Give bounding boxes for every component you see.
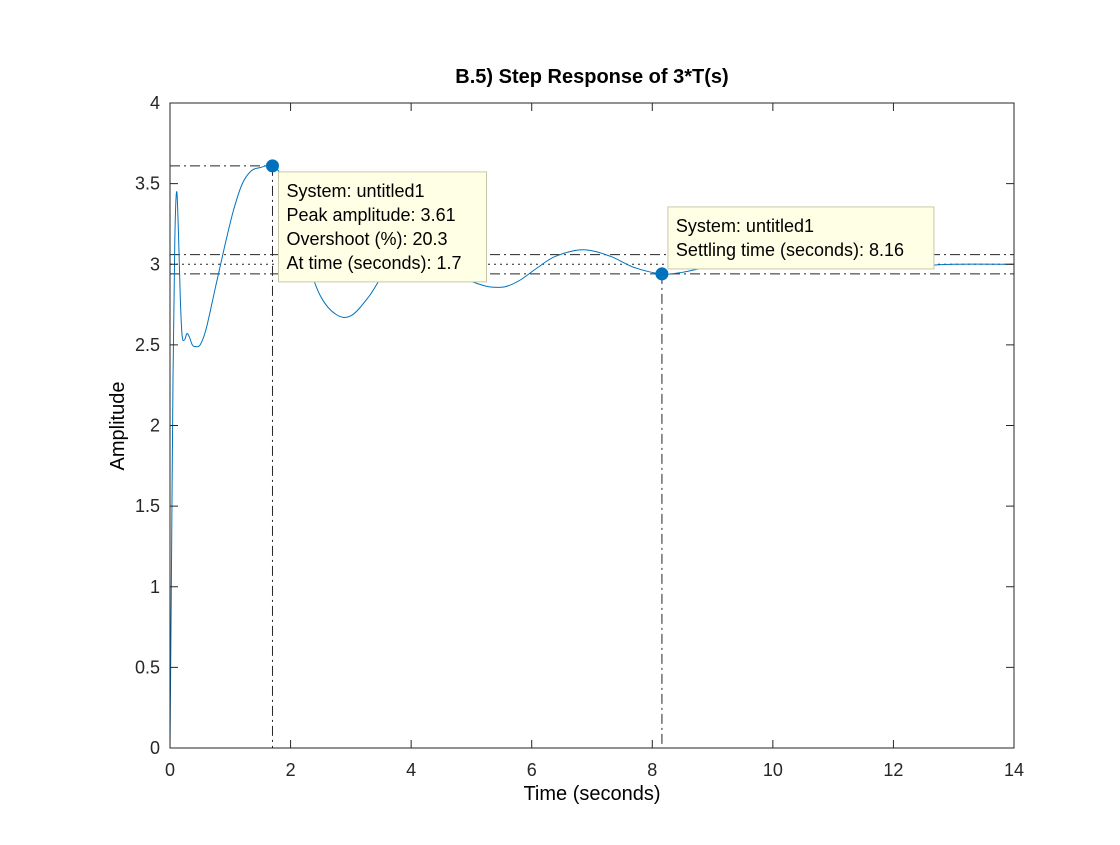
- y-axis-ticks: 0 0.5 1 1.5 2 2.5 3 3.5 4: [135, 93, 1014, 758]
- y-tick-label: 2.5: [135, 335, 160, 355]
- data-tip-text: At time (seconds): 1.7: [286, 253, 461, 273]
- data-tip-text: System: untitled1: [286, 181, 424, 201]
- y-tick-label: 1.5: [135, 496, 160, 516]
- x-axis-label: Time (seconds): [523, 783, 660, 805]
- x-tick-label: 10: [763, 760, 783, 780]
- x-tick-label: 2: [286, 760, 296, 780]
- data-tip-markers: [265, 159, 669, 281]
- data-tip-text: Settling time (seconds): 8.16: [676, 240, 904, 260]
- data-tips: System: untitled1 Peak amplitude: 3.61 Ove…: [277, 171, 935, 283]
- y-axis-label: Amplitude: [107, 382, 129, 471]
- y-tick-label: 3.5: [135, 174, 160, 194]
- y-tick-label: 1: [150, 577, 160, 597]
- data-tip-box[interactable]: [667, 206, 935, 270]
- data-tip-text: System: untitled1: [676, 216, 814, 236]
- y-tick-label: 2: [150, 416, 160, 436]
- x-tick-label: 8: [647, 760, 657, 780]
- data-tip-box[interactable]: [277, 171, 487, 283]
- y-tick-label: 4: [150, 93, 160, 113]
- x-tick-label: 14: [1004, 760, 1024, 780]
- x-tick-label: 12: [883, 760, 903, 780]
- x-tick-label: 0: [165, 760, 175, 780]
- x-tick-label: 6: [527, 760, 537, 780]
- y-tick-label: 0.5: [135, 657, 160, 677]
- data-tip-marker[interactable]: [655, 267, 669, 281]
- x-tick-label: 4: [406, 760, 416, 780]
- data-tip-text: Overshoot (%): 20.3: [286, 229, 447, 249]
- data-tip-text: Peak amplitude: 3.61: [286, 205, 455, 225]
- x-axis-ticks: 0 2 4 6 8 10 12 14: [165, 103, 1024, 780]
- y-tick-label: 0: [150, 738, 160, 758]
- chart-title: B.5) Step Response of 3*T(s): [455, 66, 728, 88]
- data-tip-marker[interactable]: [265, 159, 279, 173]
- y-tick-label: 3: [150, 254, 160, 274]
